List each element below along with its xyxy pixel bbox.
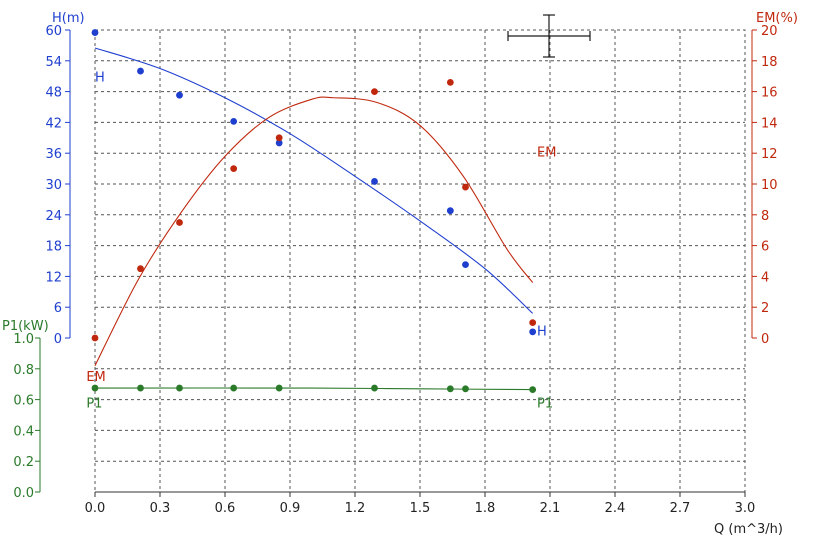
point-p1 xyxy=(230,384,238,392)
p1-tick-label: 0.2 xyxy=(13,455,34,470)
curve-label-p1: P1 xyxy=(537,396,553,411)
p1-tick-label: 0.4 xyxy=(13,424,34,439)
point-em xyxy=(91,334,99,342)
point-p1 xyxy=(137,384,144,392)
point-em xyxy=(137,265,144,273)
grid xyxy=(94,29,746,493)
point-h xyxy=(137,67,144,75)
point-em xyxy=(275,134,283,142)
p1-tick-label: 0.0 xyxy=(13,486,34,501)
point-h xyxy=(275,139,283,147)
h-axis-title: H(m) xyxy=(52,11,85,26)
em-tick-label: 12 xyxy=(761,147,778,162)
point-p1 xyxy=(371,384,378,392)
x-tick-label: 1.8 xyxy=(475,501,496,516)
em-tick-label: 8 xyxy=(761,209,769,224)
x-tick-label: 0.3 xyxy=(150,501,171,516)
point-h xyxy=(230,117,238,125)
curve-label-h: H xyxy=(95,70,105,85)
em-tick-label: 18 xyxy=(761,55,778,70)
curve-em xyxy=(94,96,534,366)
h-tick-label: 24 xyxy=(45,209,62,224)
h-tick-label: 42 xyxy=(45,116,62,131)
x-tick-label: 0.6 xyxy=(215,501,236,516)
data-points xyxy=(91,29,537,393)
h-tick-label: 54 xyxy=(45,55,62,70)
point-h xyxy=(176,91,183,99)
point-h xyxy=(446,207,454,215)
h-tick-label: 36 xyxy=(45,147,62,162)
point-h xyxy=(91,29,99,36)
point-em xyxy=(371,88,378,95)
x-tick-label: 0.0 xyxy=(85,501,106,516)
p1-tick-label: 0.6 xyxy=(13,394,34,409)
point-h xyxy=(371,178,378,185)
h-tick-label: 12 xyxy=(45,270,62,285)
point-p1 xyxy=(275,384,283,392)
labels: H H EM EM P1 P1 xyxy=(86,14,591,411)
em-tick-label: 6 xyxy=(761,240,769,255)
h-tick-label: 6 xyxy=(54,301,62,316)
point-h xyxy=(462,261,469,268)
em-tick-label: 16 xyxy=(761,86,778,101)
em-tick-label: 14 xyxy=(761,116,778,131)
point-h xyxy=(529,328,537,336)
point-em xyxy=(529,319,537,326)
point-em xyxy=(230,165,238,173)
curves xyxy=(94,47,534,391)
curve-label-h: H xyxy=(537,324,547,339)
curve-label-p1: P1 xyxy=(86,396,102,411)
x-tick-label: 1.5 xyxy=(410,501,431,516)
em-tick-label: 2 xyxy=(761,301,769,316)
h-tick-label: 0 xyxy=(54,332,62,347)
em-tick-label: 20 xyxy=(761,24,778,39)
curve-label-em: EM xyxy=(86,370,105,385)
point-p1 xyxy=(529,386,537,393)
point-em xyxy=(462,183,469,191)
p1-axis-title: P1(kW) xyxy=(2,319,49,334)
h-tick-label: 60 xyxy=(45,24,62,39)
h-tick-label: 18 xyxy=(45,240,62,255)
point-p1 xyxy=(462,385,469,393)
em-tick-label: 10 xyxy=(761,178,778,193)
em-axis-title: EM(%) xyxy=(756,11,798,26)
axes: 0.0 0.3 0.6 0.9 1.2 1.5 1.8 2.1 2.4 2.7 3.0 0 6 12 18 2… xyxy=(2,11,798,537)
point-p1 xyxy=(176,384,183,392)
em-tick-label: 0 xyxy=(761,332,769,347)
curve-h xyxy=(94,47,534,314)
error-cross xyxy=(507,14,591,58)
point-em xyxy=(446,78,454,86)
x-axis-title: Q (m^3/h) xyxy=(714,522,783,537)
curve-p1 xyxy=(94,387,533,391)
x-tick-label: 3.0 xyxy=(735,501,756,516)
h-tick-label: 30 xyxy=(45,178,62,193)
curve-label-em: EM xyxy=(537,145,556,160)
point-p1 xyxy=(446,385,454,393)
x-tick-label: 2.1 xyxy=(540,501,561,516)
x-tick-label: 1.2 xyxy=(345,501,366,516)
x-tick-label: 2.7 xyxy=(670,501,691,516)
p1-tick-label: 0.8 xyxy=(13,363,34,378)
point-p1 xyxy=(91,384,99,392)
h-tick-label: 48 xyxy=(45,86,62,101)
point-em xyxy=(176,219,183,226)
x-tick-label: 2.4 xyxy=(605,501,626,516)
em-tick-label: 4 xyxy=(761,270,769,285)
p1-tick-label: 1.0 xyxy=(13,332,34,347)
x-tick-label: 0.9 xyxy=(280,501,301,516)
